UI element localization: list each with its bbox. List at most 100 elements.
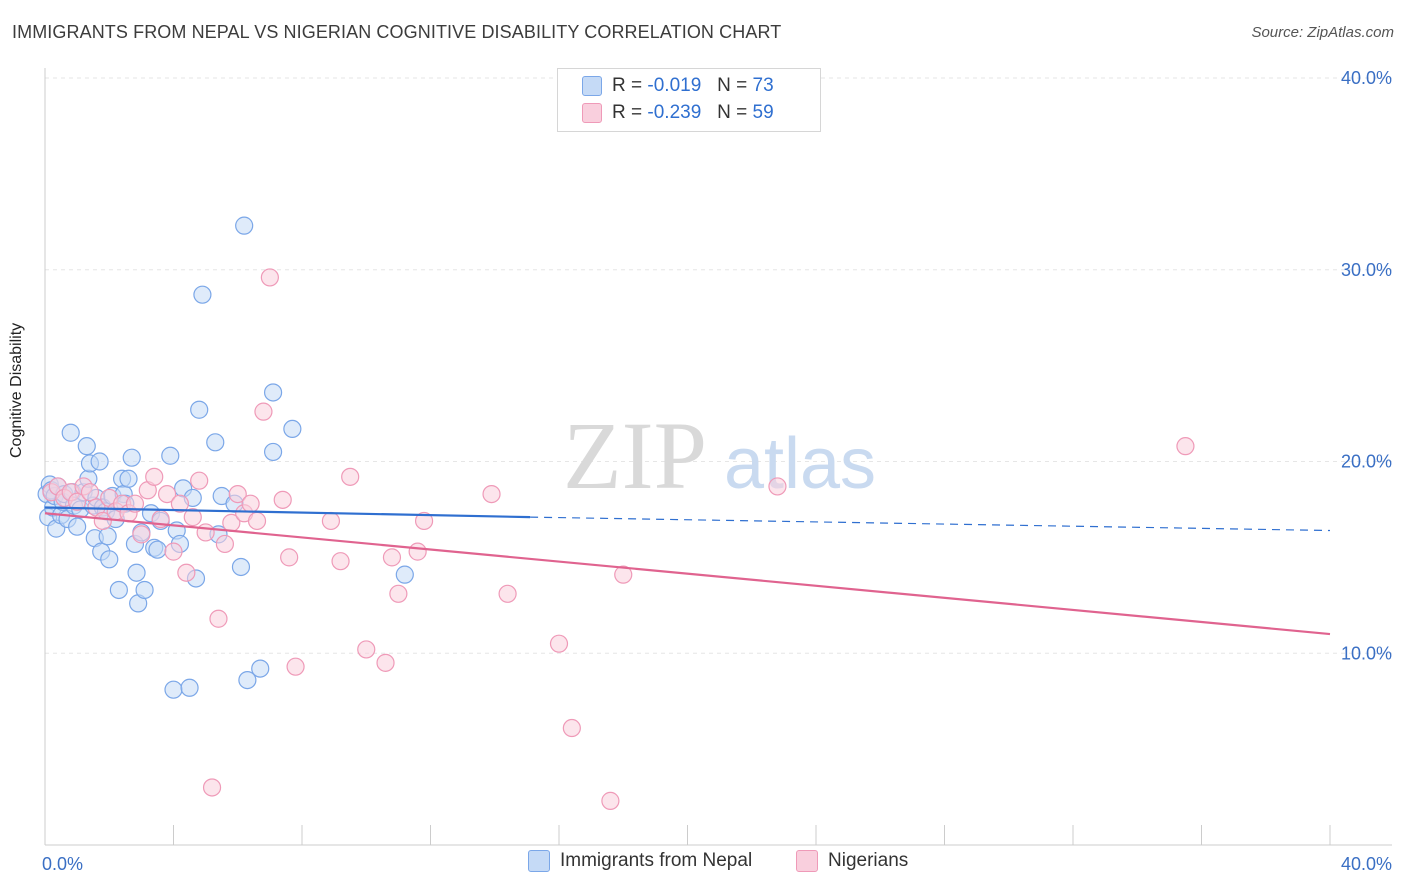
point-nigerians-18 [157,484,177,504]
y-tick-label-1: 20.0% [1341,452,1392,472]
x-tick-label-max: 40.0% [1341,854,1392,874]
point-nigerians-39 [331,552,350,571]
legend-n-value-nepal: 73 [752,75,774,96]
point-nepal-68 [395,565,414,584]
point-nigerians-54 [1176,437,1195,456]
point-nepal-37 [122,448,141,467]
point-nepal-15 [68,517,87,536]
series-nepal-points [37,216,414,699]
point-nigerians-43 [382,548,402,567]
point-nigerians-19 [164,542,183,561]
point-nigerians-21 [177,563,196,582]
legend-n-label: N = [717,75,748,96]
y-tick-label-2: 30.0% [1341,260,1392,280]
point-nepal-24 [90,452,109,471]
point-nigerians-38 [321,511,341,531]
point-nigerians-42 [376,653,395,672]
point-nigerians-32 [247,511,267,531]
point-nigerians-27 [215,534,234,554]
series-swatch-nigerians [796,850,818,872]
point-nigerians-26 [209,609,228,628]
x-tick-label-min: 0.0% [42,854,83,874]
point-nepal-62 [235,216,254,235]
trend-lines [44,506,1331,636]
legend-r-label: R = [612,75,643,96]
point-nepal-56 [193,285,212,304]
point-nepal-47 [161,446,180,465]
point-nigerians-16 [145,467,164,486]
legend-swatch-nepal [582,75,602,96]
stats-legend: R = -0.019 N = 73 R = -0.239 N = 59 [557,68,821,132]
series-name-nepal: Immigrants from Nepal [560,850,753,872]
point-nigerians-51 [601,791,620,810]
watermark-atlas: atlas [724,424,876,504]
axes [44,68,1392,846]
point-nepal-29 [100,550,119,569]
legend-r-label: R = [612,102,643,123]
point-nigerians-23 [190,471,209,490]
point-nigerians-37 [286,657,305,676]
point-nigerians-52 [614,565,633,584]
point-nepal-18 [77,437,96,456]
point-nigerians-49 [549,634,569,653]
point-nigerians-48 [498,584,517,603]
point-nepal-63 [238,670,257,690]
legend-r-value-nigerians: -0.239 [647,102,702,123]
point-nigerians-25 [202,778,222,797]
point-nigerians-45 [408,542,427,561]
series-swatch-nepal [528,850,550,872]
point-nigerians-8 [93,511,112,531]
point-nigerians-34 [260,268,279,287]
series-name-nigerians: Nigerians [828,850,909,872]
point-nigerians-53 [768,477,787,496]
point-nigerians-14 [132,525,151,544]
series-legend-nepal[interactable]: Immigrants from Nepal [528,850,752,878]
point-nigerians-22 [183,508,202,527]
point-nepal-36 [119,469,138,488]
tick-labels: 10.0% 20.0% 30.0% 40.0% 0.0% 40.0% [42,68,1392,874]
chart-source: Source: ZipAtlas.com [1251,24,1394,41]
y-tick-label-3: 40.0% [1341,68,1392,88]
point-nigerians-13 [125,494,145,513]
point-nepal-57 [206,433,225,452]
legend-n-label: N = [717,102,748,123]
point-nigerians-46 [414,511,434,531]
point-nigerians-36 [280,548,299,567]
point-nepal-64 [251,659,270,678]
point-nepal-32 [109,580,128,600]
legend-row-nepal: R = -0.019 N = 73 [582,75,774,97]
point-nepal-52 [180,678,199,697]
trend-line-nepal [44,506,531,519]
point-nigerians-41 [357,640,376,659]
point-nigerians-29 [228,484,247,504]
point-nepal-28 [98,527,117,546]
legend-n-value-nigerians: 59 [752,102,774,123]
point-nepal-45 [148,540,167,559]
trend-line-nigerians [44,512,1331,636]
point-nigerians-24 [196,523,215,542]
series-legend-nigerians[interactable]: Nigerians [796,850,908,878]
point-nigerians-6 [80,483,100,502]
trend-line-nepal-extension [530,516,1331,532]
point-nepal-61 [231,557,251,577]
legend-swatch-nigerians [582,102,602,123]
point-nepal-42 [135,580,154,600]
point-nepal-12 [61,423,80,442]
y-tick-label-0: 10.0% [1341,643,1392,663]
point-nigerians-47 [482,484,501,504]
point-nigerians-4 [68,492,87,511]
point-nigerians-50 [562,718,581,738]
y-axis-label: Cognitive Disability [8,322,25,458]
chart-title: IMMIGRANTS FROM NEPAL VS NIGERIAN COGNIT… [12,22,782,42]
point-nigerians-35 [273,490,292,509]
point-nepal-55 [190,400,209,419]
point-nepal-65 [263,383,283,402]
point-nigerians-20 [170,494,190,513]
point-nigerians-44 [389,584,408,603]
point-nigerians-33 [254,402,273,421]
point-nepal-67 [283,419,302,439]
point-nepal-48 [164,680,183,699]
watermark-zip: ZIP [563,402,707,509]
point-nepal-39 [127,563,146,582]
